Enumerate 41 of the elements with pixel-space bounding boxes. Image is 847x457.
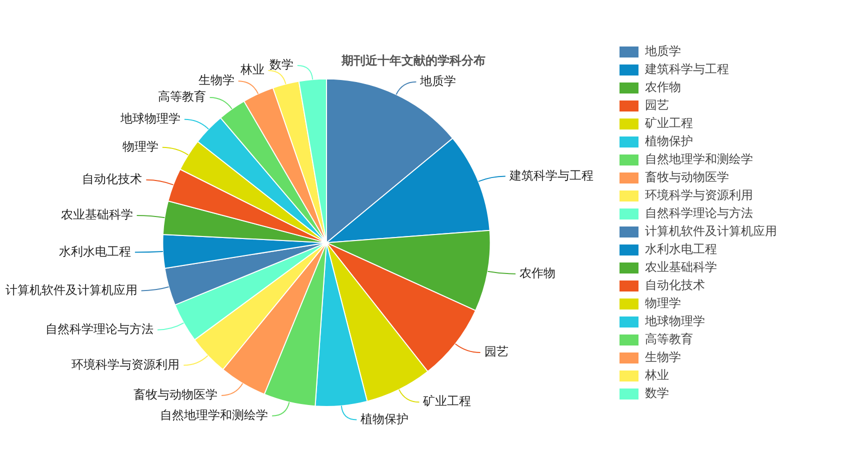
legend-label: 自然科学理论与方法 xyxy=(645,206,753,220)
slice-label: 生物学 xyxy=(198,73,234,88)
text: 期刊近十年文献的学科分布 xyxy=(340,53,486,68)
legend-label: 高等教育 xyxy=(645,332,693,346)
slice-label: 矿业工程 xyxy=(422,394,472,408)
legend-label: 园艺 xyxy=(645,98,669,112)
slice-label: 林业 xyxy=(239,62,264,77)
legend-label: 畜牧与动物医学 xyxy=(645,170,729,184)
legend-label: 物理学 xyxy=(645,296,681,310)
legend-label: 环境科学与资源利用 xyxy=(645,188,753,202)
slice-label: 地球物理学 xyxy=(119,111,180,126)
slice-label: 计算机软件及计算机应用 xyxy=(5,282,138,297)
slice-label: 畜牧与动物医学 xyxy=(134,388,218,402)
legend-label: 地质学 xyxy=(644,44,681,58)
slice-label: 高等教育 xyxy=(158,90,206,104)
legend-label: 计算机软件及计算机应用 xyxy=(645,224,777,238)
slice-label: 农作物 xyxy=(520,266,556,280)
slice-label: 环境科学与资源利用 xyxy=(72,357,180,372)
legend-label: 自动化技术 xyxy=(645,278,705,292)
slice-label: 自然科学理论与方法 xyxy=(46,322,154,336)
slice-label: 园艺 xyxy=(484,344,508,359)
legend-label: 植物保护 xyxy=(645,134,693,148)
slice-label: 数学 xyxy=(269,58,294,72)
slice-label: 建筑科学与工程 xyxy=(508,168,594,182)
slice-label: 自动化技术 xyxy=(82,172,142,186)
legend-label: 矿业工程 xyxy=(644,116,693,130)
legend-label: 农业基础科学 xyxy=(645,260,717,274)
slice-label: 地质学 xyxy=(419,74,456,88)
legend-label: 自然地理学和测绘学 xyxy=(645,152,753,166)
legend-label: 林业 xyxy=(644,368,669,382)
slice-label: 水利水电工程 xyxy=(58,244,131,258)
legend-label: 农作物 xyxy=(645,80,681,94)
legend-label: 建筑科学与工程 xyxy=(644,62,729,76)
legend-label: 数学 xyxy=(645,386,669,400)
legend-label: 水利水电工程 xyxy=(645,242,717,256)
slice-label: 农业基础科学 xyxy=(60,208,133,222)
legend-label: 地球物理学 xyxy=(644,314,705,328)
slice-label: 物理学 xyxy=(122,140,158,154)
slice-label: 自然地理学和测绘学 xyxy=(160,408,268,422)
slice-label: 植物保护 xyxy=(360,412,409,426)
legend-label: 生物学 xyxy=(645,350,681,364)
